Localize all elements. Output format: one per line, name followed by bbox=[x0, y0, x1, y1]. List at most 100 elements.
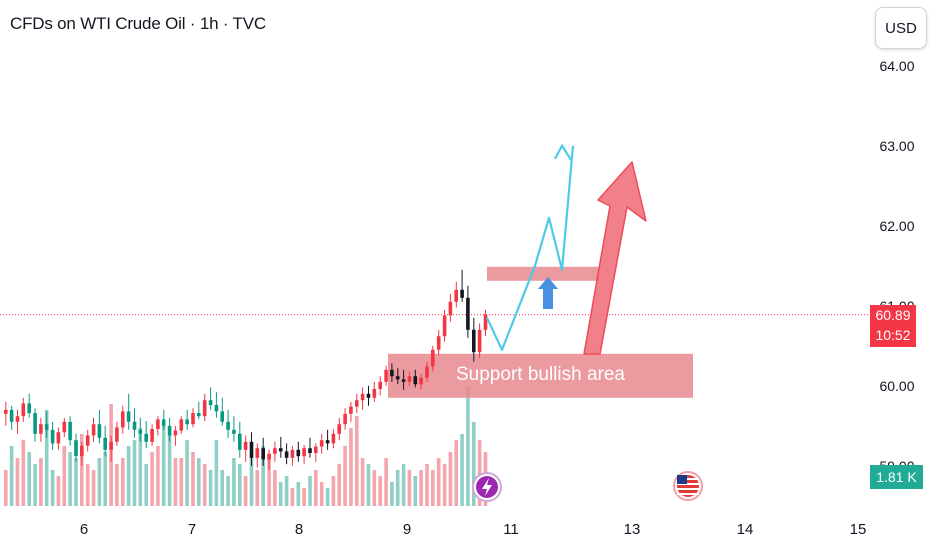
candle-body bbox=[337, 424, 341, 434]
volume-bar bbox=[150, 452, 154, 506]
volume-bar bbox=[15, 458, 20, 506]
volume-bar bbox=[454, 440, 458, 506]
volume-bar bbox=[466, 386, 470, 506]
candle-body bbox=[226, 421, 230, 430]
volume-bar bbox=[302, 488, 306, 506]
candle-body bbox=[56, 432, 61, 444]
candle-body bbox=[425, 366, 429, 378]
volume-bar bbox=[472, 422, 476, 506]
candle-body bbox=[472, 329, 476, 353]
volume-bar bbox=[349, 428, 353, 506]
currency-button[interactable]: USD bbox=[875, 7, 927, 49]
volume-bar bbox=[74, 458, 78, 506]
candle-body bbox=[442, 315, 447, 337]
volume-bar bbox=[50, 470, 55, 506]
candle-body bbox=[214, 405, 219, 412]
volume-bar bbox=[27, 452, 31, 506]
candle-body bbox=[27, 403, 31, 413]
time-axis-label: 11 bbox=[503, 521, 519, 538]
candle-body bbox=[284, 451, 289, 458]
candle-body bbox=[115, 427, 119, 442]
flag-canton bbox=[677, 475, 687, 484]
candle-body bbox=[121, 411, 125, 428]
candle-body bbox=[97, 424, 102, 438]
candle-body bbox=[191, 413, 195, 425]
candle-body bbox=[296, 449, 301, 457]
resistance-band bbox=[487, 266, 599, 281]
interval-label[interactable]: 1h bbox=[199, 14, 219, 33]
volume-bar bbox=[4, 470, 8, 506]
event-icons bbox=[472, 471, 703, 502]
candle-body bbox=[261, 448, 265, 460]
candle-body bbox=[360, 393, 365, 401]
flag-stripe bbox=[677, 493, 699, 495]
volume-bar bbox=[360, 458, 365, 506]
candle-body bbox=[366, 393, 371, 398]
bar-countdown: 10:52 bbox=[875, 327, 911, 343]
candle-body bbox=[343, 413, 347, 425]
candle-body bbox=[390, 369, 394, 377]
candle-body bbox=[68, 421, 72, 441]
price-axis-label: 62.00 bbox=[879, 218, 914, 234]
volume-bar bbox=[448, 452, 453, 506]
volume-bar bbox=[243, 476, 248, 506]
candle-body bbox=[278, 448, 283, 452]
volume-bar bbox=[138, 428, 143, 506]
volume-bar bbox=[337, 464, 341, 506]
volume-bar bbox=[261, 446, 265, 506]
candle-body bbox=[179, 419, 184, 431]
volume-bar bbox=[39, 458, 43, 506]
candle-body bbox=[50, 429, 55, 444]
time-axis-label: 7 bbox=[188, 521, 196, 538]
volume-bar bbox=[325, 488, 330, 506]
chart-title: CFDs on WTI Crude Oil · 1h · TVC bbox=[10, 14, 266, 34]
candle-body bbox=[466, 297, 470, 330]
candle-body bbox=[74, 440, 78, 457]
volume-bar bbox=[56, 476, 61, 506]
volume-bar bbox=[395, 470, 400, 506]
time-axis-label: 8 bbox=[295, 521, 303, 538]
candle-body bbox=[378, 381, 382, 389]
flag-stripe bbox=[677, 488, 699, 490]
candle-body bbox=[202, 400, 207, 417]
candle-body bbox=[85, 435, 90, 446]
time-axis-label: 6 bbox=[80, 521, 88, 538]
volume-bar bbox=[85, 464, 90, 506]
annotation-layer bbox=[388, 161, 693, 398]
volume-bar bbox=[144, 464, 148, 506]
candle-body bbox=[419, 377, 423, 385]
volume-bar bbox=[390, 482, 394, 506]
volume-bar bbox=[156, 446, 160, 506]
candle-body bbox=[220, 411, 224, 422]
flag-stripe bbox=[677, 478, 699, 480]
title-separator: · bbox=[189, 14, 196, 33]
volume-bar bbox=[179, 458, 184, 506]
candle-body bbox=[460, 289, 464, 298]
candle-body bbox=[477, 329, 482, 353]
price-axis-background bbox=[868, 0, 932, 550]
candle-body bbox=[103, 437, 107, 450]
volume-bar bbox=[372, 470, 377, 506]
title-separator-2: · bbox=[222, 14, 229, 33]
price-axis-label: 63.00 bbox=[879, 138, 914, 154]
volume-bar bbox=[62, 446, 67, 506]
candle-body bbox=[197, 413, 201, 417]
candle-body bbox=[208, 400, 213, 405]
source-label: TVC bbox=[232, 14, 267, 33]
volume-bar bbox=[185, 440, 189, 506]
candle-body bbox=[308, 448, 312, 453]
candle-body bbox=[290, 449, 295, 458]
volume-bar bbox=[378, 476, 382, 506]
volume-bar bbox=[126, 446, 131, 506]
projected-path bbox=[486, 145, 575, 351]
volume-bar bbox=[33, 464, 37, 506]
price-axis-label: 64.00 bbox=[879, 58, 914, 74]
candle-body bbox=[39, 424, 43, 434]
candle-body bbox=[185, 419, 189, 425]
candle-body bbox=[319, 440, 324, 447]
volume-bar bbox=[202, 464, 207, 506]
candle-body bbox=[273, 448, 277, 454]
